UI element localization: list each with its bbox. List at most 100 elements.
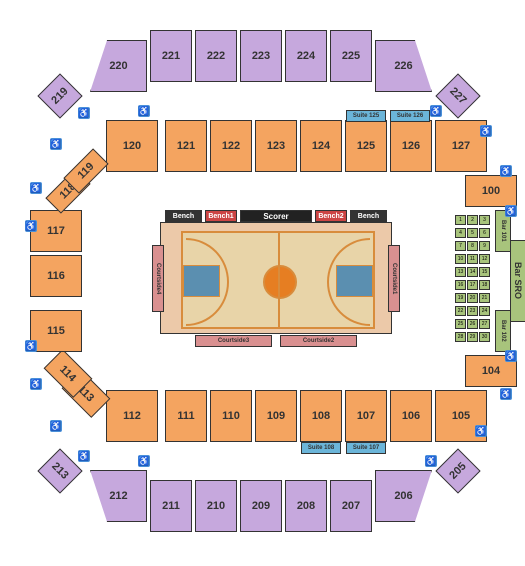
section-125[interactable]: 125: [345, 120, 387, 172]
bar-seat-18[interactable]: 18: [479, 280, 490, 290]
bar-seat-3[interactable]: 3: [479, 215, 490, 225]
section-label: 213: [49, 460, 70, 481]
bar-seat-17[interactable]: 17: [467, 280, 478, 290]
section-219[interactable]: 219: [37, 73, 82, 118]
section-221[interactable]: 221: [150, 30, 192, 82]
court-area: Bench Bench1 Scorer Bench2 Bench Courtsi…: [160, 210, 410, 350]
section-label: 122: [222, 140, 240, 152]
section-225[interactable]: 225: [330, 30, 372, 82]
section-100[interactable]: 100: [465, 175, 517, 207]
bar-seat-10[interactable]: 10: [455, 254, 466, 264]
bar-seat-22[interactable]: 22: [455, 306, 466, 316]
section-117[interactable]: 117: [30, 210, 82, 252]
accessible-icon: [50, 138, 62, 150]
bar-seat-5[interactable]: 5: [467, 228, 478, 238]
bar-seat-4[interactable]: 4: [455, 228, 466, 238]
bar-102[interactable]: Bar 102: [495, 310, 511, 352]
courtside2[interactable]: Courtside2: [280, 335, 357, 347]
accessible-icon: [30, 182, 42, 194]
section-label: 123: [267, 140, 285, 152]
court-background: [160, 222, 392, 334]
bar-seat-2[interactable]: 2: [467, 215, 478, 225]
suite-126[interactable]: Suite 126: [390, 110, 430, 122]
section-123[interactable]: 123: [255, 120, 297, 172]
section-108[interactable]: 108: [300, 390, 342, 442]
accessible-icon: [500, 165, 512, 177]
bench-right: Bench: [350, 210, 387, 222]
section-label: 119: [75, 160, 96, 181]
suite-108[interactable]: Suite 108: [301, 442, 341, 454]
suite-label: Suite 108: [308, 445, 334, 451]
section-121[interactable]: 121: [165, 120, 207, 172]
section-226[interactable]: 226: [375, 40, 432, 92]
section-107[interactable]: 107: [345, 390, 387, 442]
bar-seat-20[interactable]: 20: [467, 293, 478, 303]
courtside1[interactable]: Courtside1: [388, 245, 400, 312]
bar-sro[interactable]: Bar SRO: [510, 240, 525, 322]
section-116[interactable]: 116: [30, 255, 82, 297]
bar-seat-6[interactable]: 6: [479, 228, 490, 238]
accessible-icon: [138, 455, 150, 467]
bar-seat-14[interactable]: 14: [467, 267, 478, 277]
bar-seat-9[interactable]: 9: [479, 241, 490, 251]
section-210[interactable]: 210: [195, 480, 237, 532]
courtside4[interactable]: Courtside4: [152, 245, 164, 312]
bar-seat-27[interactable]: 27: [479, 319, 490, 329]
section-227[interactable]: 227: [435, 73, 480, 118]
bar-seat-28[interactable]: 28: [455, 332, 466, 342]
section-220[interactable]: 220: [90, 40, 147, 92]
suite-125[interactable]: Suite 125: [346, 110, 386, 122]
bar-seat-8[interactable]: 8: [467, 241, 478, 251]
accessible-icon: [500, 388, 512, 400]
bar-seat-30[interactable]: 30: [479, 332, 490, 342]
accessible-icon: [138, 105, 150, 117]
suite-107[interactable]: Suite 107: [346, 442, 386, 454]
section-208[interactable]: 208: [285, 480, 327, 532]
section-label: 211: [162, 500, 180, 512]
bar-seat-26[interactable]: 26: [467, 319, 478, 329]
section-206[interactable]: 206: [375, 470, 432, 522]
section-120[interactable]: 120: [106, 120, 158, 172]
center-line: [278, 233, 280, 327]
section-211[interactable]: 211: [150, 480, 192, 532]
accessible-icon: [78, 107, 90, 119]
section-label: 109: [267, 410, 285, 422]
bar-seat-7[interactable]: 7: [455, 241, 466, 251]
bar-seat-16[interactable]: 16: [455, 280, 466, 290]
bar-seat-29[interactable]: 29: [467, 332, 478, 342]
section-111[interactable]: 111: [165, 390, 207, 442]
section-112[interactable]: 112: [106, 390, 158, 442]
bar-seat-13[interactable]: 13: [455, 267, 466, 277]
section-126[interactable]: 126: [390, 120, 432, 172]
bar-seat-24[interactable]: 24: [479, 306, 490, 316]
bar-seat-1[interactable]: 1: [455, 215, 466, 225]
section-115[interactable]: 115: [30, 310, 82, 352]
section-label: 100: [482, 185, 500, 197]
section-122[interactable]: 122: [210, 120, 252, 172]
section-222[interactable]: 222: [195, 30, 237, 82]
bar-seat-23[interactable]: 23: [467, 306, 478, 316]
bar-seat-12[interactable]: 12: [479, 254, 490, 264]
section-205[interactable]: 205: [435, 448, 480, 493]
bar-seat-25[interactable]: 25: [455, 319, 466, 329]
section-224[interactable]: 224: [285, 30, 327, 82]
section-209[interactable]: 209: [240, 480, 282, 532]
section-213[interactable]: 213: [37, 448, 82, 493]
section-212[interactable]: 212: [90, 470, 147, 522]
section-207[interactable]: 207: [330, 480, 372, 532]
section-110[interactable]: 110: [210, 390, 252, 442]
section-label: 205: [447, 460, 468, 481]
section-label: 226: [394, 60, 412, 72]
bar-seat-21[interactable]: 21: [479, 293, 490, 303]
section-124[interactable]: 124: [300, 120, 342, 172]
section-109[interactable]: 109: [255, 390, 297, 442]
courtside3[interactable]: Courtside3: [195, 335, 272, 347]
bar-seat-15[interactable]: 15: [479, 267, 490, 277]
accessible-icon: [505, 350, 517, 362]
center-circle: [263, 265, 297, 299]
courtside-label: Courtside1: [391, 263, 397, 294]
section-106[interactable]: 106: [390, 390, 432, 442]
bar-seat-19[interactable]: 19: [455, 293, 466, 303]
bar-seat-11[interactable]: 11: [467, 254, 478, 264]
section-223[interactable]: 223: [240, 30, 282, 82]
